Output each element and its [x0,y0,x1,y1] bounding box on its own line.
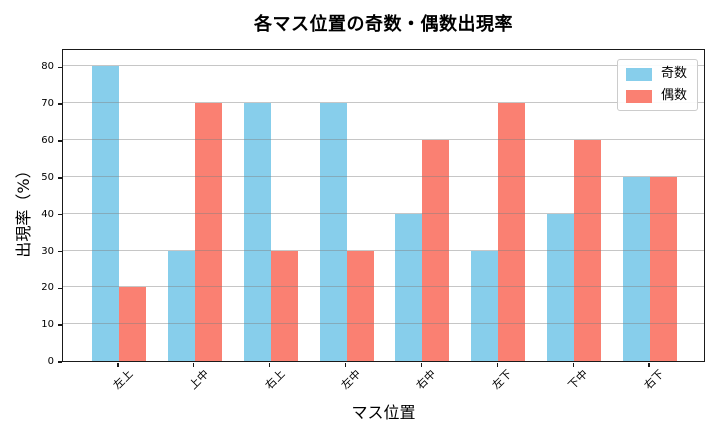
y-tick-label-60: 60 [41,135,54,147]
bar-左上-偶数 [118,287,146,361]
y-tick-mark-40 [57,213,62,216]
y-tick-mark-30 [57,250,62,253]
bar-左下-偶数 [498,103,526,361]
y-tick-mark-20 [57,287,62,290]
x-tick-mark-下中 [572,362,575,367]
y-tick-mark-70 [57,103,62,105]
y-tick-mark-80 [57,66,62,69]
x-tick-mark-右下 [648,362,650,367]
y-tick-label-70: 70 [41,98,54,110]
y-tick-mark-10 [57,324,62,326]
gridline-70 [63,102,704,104]
bar-左中-偶数 [346,250,374,361]
bar-左下-奇数 [471,250,499,361]
legend: 奇数 偶数 [616,59,698,111]
even-series-swatch [625,89,652,103]
bar-下中-偶数 [574,140,602,361]
x-tick-mark-右上 [268,362,271,367]
bar-右中-奇数 [395,213,423,361]
y-tick-label-40: 40 [41,208,54,220]
bar-右上-奇数 [243,103,271,361]
gridline-80 [63,65,704,67]
x-tick-mark-右中 [420,362,423,367]
gridline-40 [63,212,704,214]
legend-label-odd: 奇数 [660,66,687,81]
x-tick-mark-左下 [496,362,499,367]
odd-series-swatch [625,67,652,81]
legend-label-even: 偶数 [660,88,687,103]
bar-左上-奇数 [91,66,119,361]
bar-上中-奇数 [167,250,195,361]
y-axis-label: 出現率（%） [14,162,33,258]
bar-右中-偶数 [422,140,450,361]
bar-右下-偶数 [650,176,678,361]
y-tick-mark-0 [57,361,62,363]
y-tick-label-10: 10 [41,319,54,331]
gridline-20 [63,286,704,288]
y-tick-mark-50 [57,177,62,179]
gridline-50 [63,175,704,177]
gridline-60 [63,139,704,141]
y-tick-mark-60 [57,140,62,142]
y-tick-label-50: 50 [41,171,54,183]
x-axis-label: マス位置 [351,403,416,422]
bar-左中-奇数 [319,103,347,361]
plot-area: 奇数 偶数 [62,49,705,362]
y-tick-label-30: 30 [41,245,54,257]
bar-上中-偶数 [194,103,222,361]
legend-entry-even: 偶数 [625,88,687,103]
gridline-10 [63,323,704,325]
y-tick-label-0: 0 [47,356,54,367]
x-tick-mark-左中 [344,362,347,367]
chart-title: 各マス位置の奇数・偶数出現率 [254,14,513,35]
bar-右上-偶数 [270,250,298,361]
x-tick-mark-上中 [192,362,195,367]
bar-下中-奇数 [547,213,575,361]
y-tick-label-80: 80 [41,61,54,73]
bar-右下-奇数 [623,176,651,361]
legend-entry-odd: 奇数 [625,66,687,81]
x-tick-mark-左上 [117,362,119,367]
gridline-30 [63,249,704,251]
y-tick-label-20: 20 [41,282,54,294]
